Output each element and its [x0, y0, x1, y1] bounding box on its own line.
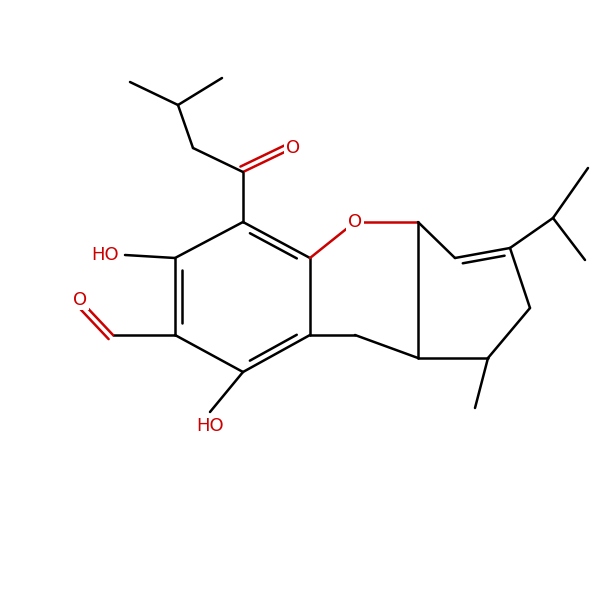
Text: HO: HO: [91, 246, 119, 264]
Text: O: O: [286, 139, 300, 157]
Text: O: O: [348, 213, 362, 231]
Text: HO: HO: [196, 417, 224, 435]
Text: O: O: [73, 291, 87, 309]
